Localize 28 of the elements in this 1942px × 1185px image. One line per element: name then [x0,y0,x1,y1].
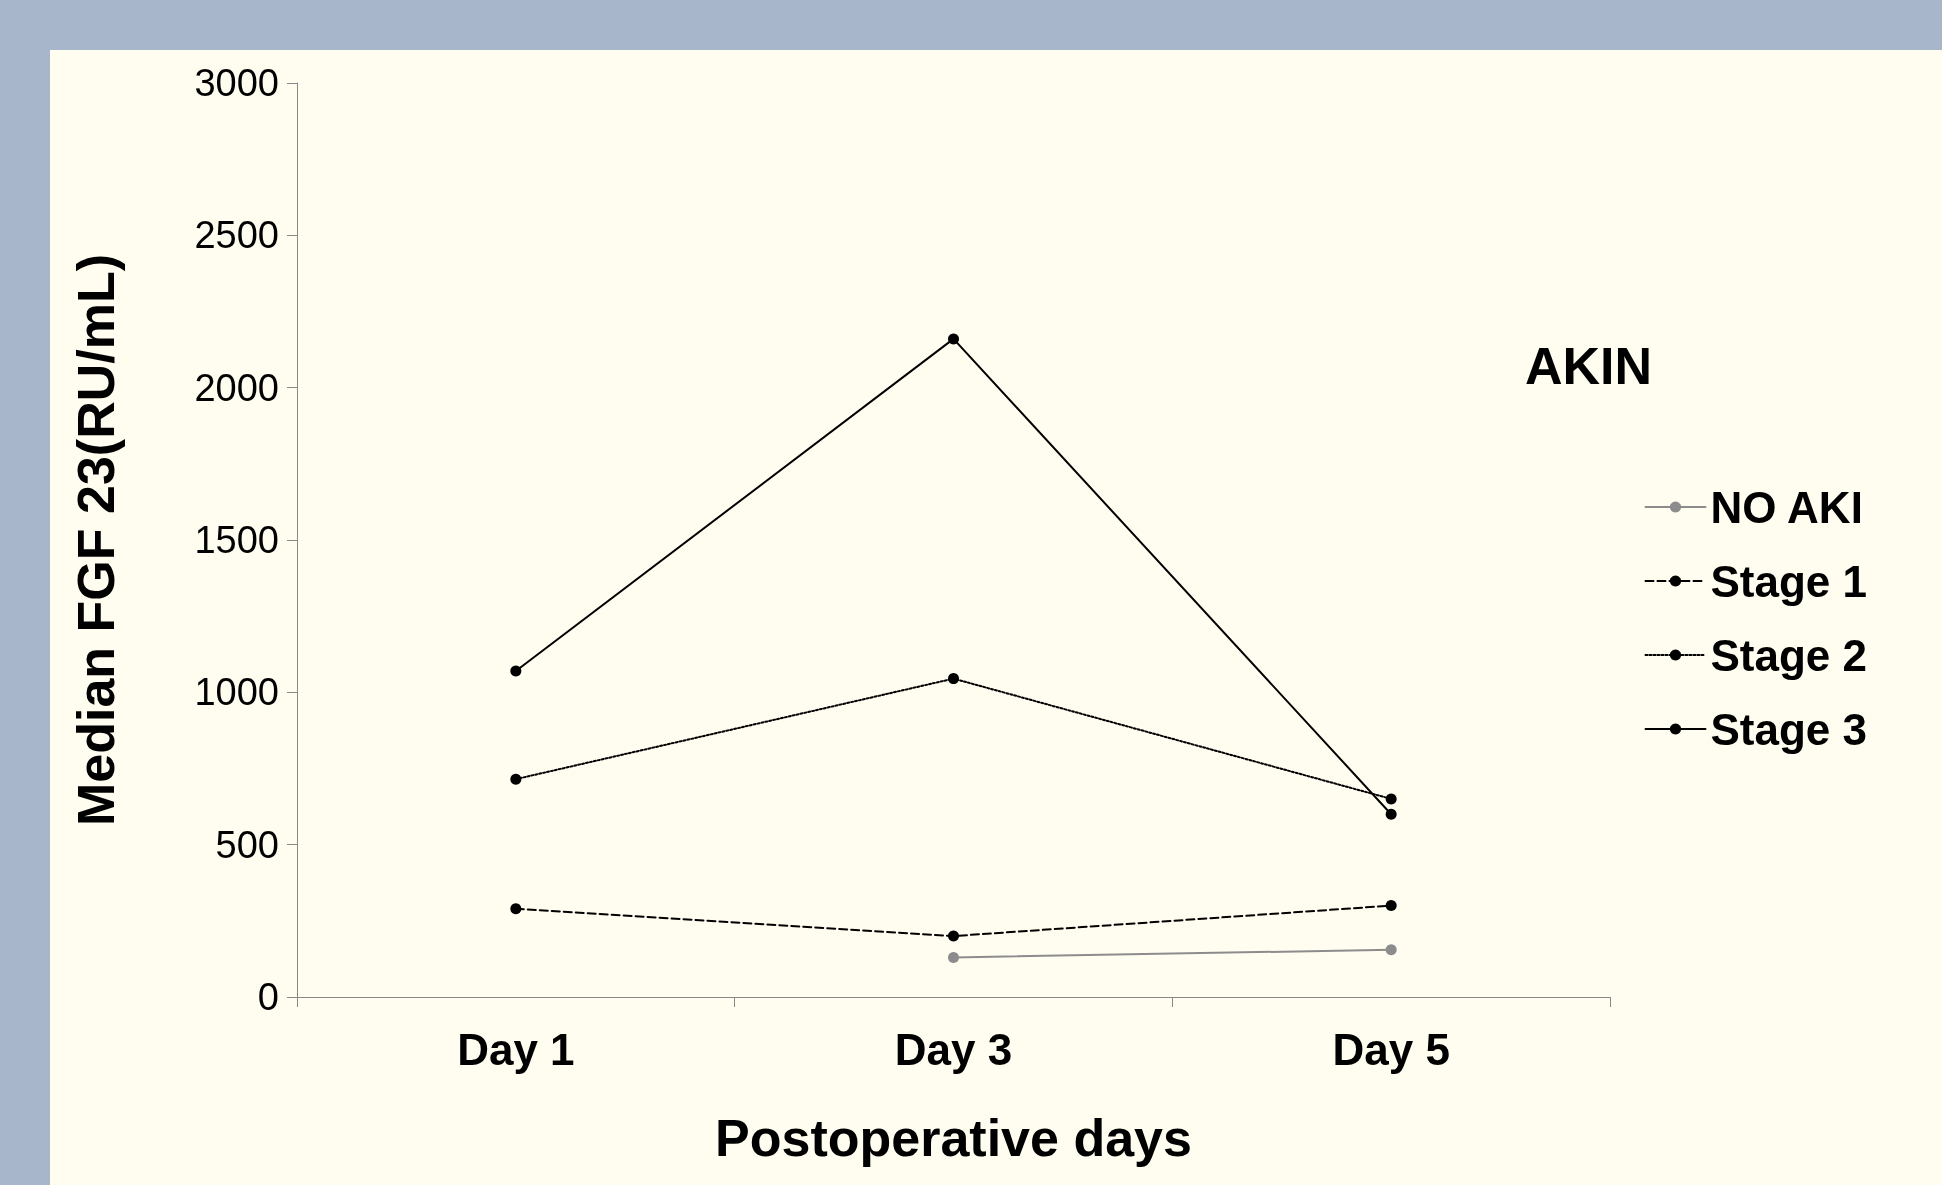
point [510,773,522,785]
legend-label: Stage 3 [1710,704,1867,754]
x-tick-label: Day 5 [1332,1024,1450,1074]
legend-title: AKIN [1525,337,1653,395]
point [948,951,959,963]
y-tick-label: 0 [257,976,279,1018]
point [510,665,522,677]
legend-label: Stage 2 [1710,630,1867,680]
point [1385,793,1397,805]
x-tick-label: Day 1 [457,1024,575,1074]
point [1385,808,1397,820]
y-tick-label: 500 [215,823,279,866]
y-tick-label: 1500 [194,519,279,561]
y-tick-label: 3000 [194,62,279,104]
point [1385,900,1397,912]
legend-label: Stage 1 [1710,556,1867,606]
x-tick-label: Day 3 [894,1024,1013,1074]
point [510,903,522,915]
y-axis-title: Median FGF 23(RU/mL) [67,253,125,827]
point [948,673,959,685]
x-axis-title: Postoperative days [715,1109,1192,1167]
y-tick-label: 2000 [194,366,279,409]
point [948,333,959,345]
point [1385,944,1397,956]
y-tick-label: 1000 [194,671,279,714]
legend-label: NO AKI [1710,482,1863,532]
point [948,930,959,942]
y-tick-label: 2500 [194,214,279,257]
